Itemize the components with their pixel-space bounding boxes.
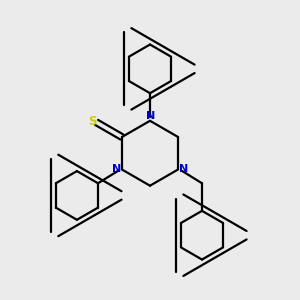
Text: S: S xyxy=(88,115,97,128)
Text: N: N xyxy=(112,164,121,174)
Text: N: N xyxy=(179,164,188,174)
Text: N: N xyxy=(146,111,155,121)
